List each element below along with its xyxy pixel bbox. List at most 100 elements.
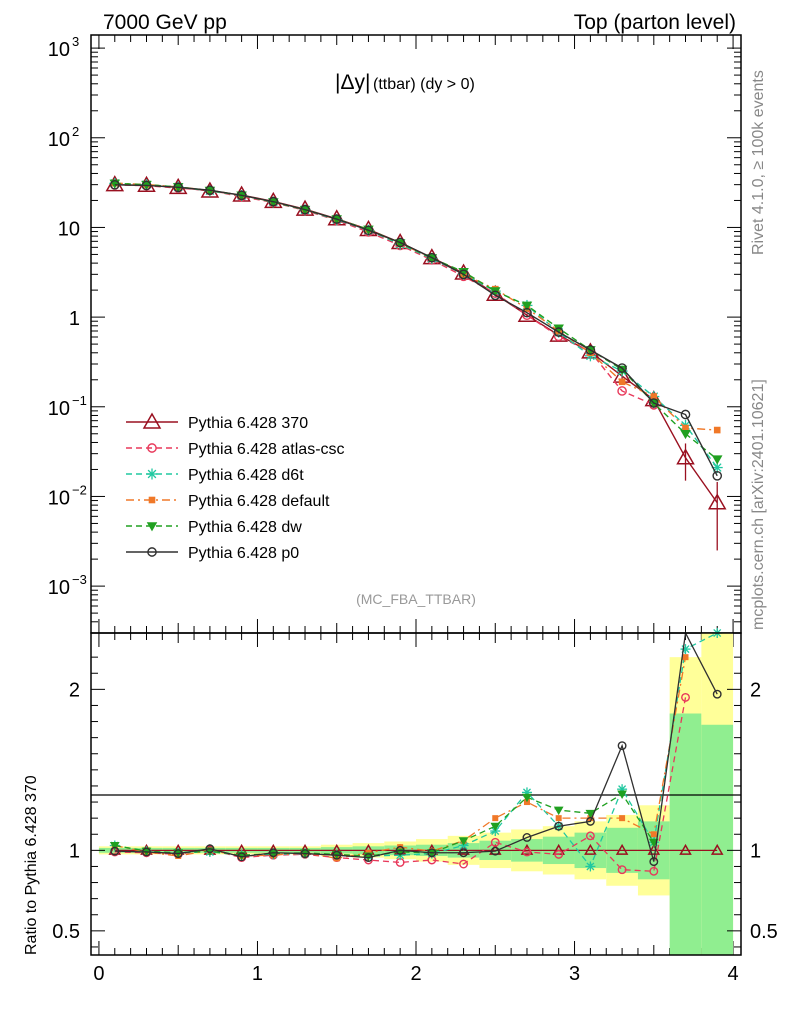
ylabel-1e3: 10 (48, 39, 70, 61)
data-point (585, 345, 596, 355)
legend-entry: Pythia 6.428 default (126, 493, 330, 510)
ratio-point (554, 821, 564, 831)
data-point (650, 393, 658, 400)
plot-title-sub: (ttbar) (dy > 0) (373, 76, 475, 93)
data-point (680, 429, 691, 440)
legend-label: Pythia 6.428 370 (188, 415, 308, 432)
data-point (676, 448, 695, 465)
ratio-point (585, 861, 596, 872)
ratio-point (395, 845, 405, 855)
ratio-point (647, 843, 661, 855)
ratio-band-inner (701, 724, 734, 955)
data-point (712, 470, 723, 481)
data-point (363, 225, 374, 236)
ratio-point (712, 689, 722, 699)
ratio-point (109, 842, 120, 851)
ratio-point (173, 849, 183, 859)
ylabel-10: 10 (58, 218, 80, 240)
legend-label: Pythia 6.428 default (188, 493, 330, 510)
data-point (427, 252, 437, 263)
ratio-series-5 (110, 630, 722, 867)
ratio-frame (90, 632, 742, 956)
main-frame (90, 34, 742, 634)
ratio-point (650, 831, 657, 838)
ylabel-1e-1-exp: −1 (72, 393, 87, 408)
series-line (114, 182, 718, 431)
data-point (713, 426, 721, 434)
ratio-ylabel: Ratio to Pythia 6.428 370 (23, 775, 40, 955)
x-axis-ticks: 0 1 2 3 4 (93, 963, 738, 985)
data-point (680, 409, 691, 420)
ratio-point (617, 865, 627, 875)
series-line (114, 184, 718, 477)
ratio-point (710, 843, 724, 855)
legend-entry: Pythia 6.428 d6t (126, 467, 304, 484)
ratio-axis-ticks: 0.5 0.5 1 1 2 2 (52, 656, 778, 948)
ratio-point (584, 843, 597, 855)
ylabel-1e-2: 10 (48, 487, 70, 509)
data-point (553, 327, 564, 337)
data-point (236, 190, 247, 201)
legend-marker (147, 547, 157, 557)
ratio-point (490, 822, 501, 832)
legend: Pythia 6.428 370 Pythia 6.428 atlas-csc Py… (126, 412, 345, 562)
legend-entry: Pythia 6.428 dw (126, 519, 302, 536)
ratio-point (682, 654, 689, 661)
ratio-point (681, 692, 690, 702)
legend-marker (142, 412, 162, 429)
ratio-point (522, 833, 532, 842)
ratio-point (617, 741, 627, 751)
ylabel-1e2: 10 (48, 129, 70, 151)
legend-label: Pythia 6.428 atlas-csc (188, 441, 345, 458)
ratio-series (108, 628, 724, 876)
ratio-point (490, 837, 500, 847)
series-5 (109, 179, 723, 481)
legend-label: Pythia 6.428 d6t (188, 467, 304, 484)
ratio-ytick-label-right: 2 (750, 679, 761, 701)
ylabel-1e-3: 10 (48, 577, 70, 599)
plot-title-main: |Δy| (335, 71, 370, 94)
ratio-point (268, 848, 278, 858)
legend-entry: Pythia 6.428 atlas-csc (126, 441, 345, 458)
ylabel-1e-3-exp: −3 (72, 572, 87, 587)
data-point (173, 182, 184, 193)
ratio-point (553, 806, 564, 816)
data-point (490, 290, 501, 301)
xtick-label: 0 (93, 963, 104, 985)
data-point (682, 424, 689, 432)
mcplots-label: mcplots.cern.ch [arXiv:2401.10621] (750, 379, 767, 630)
ratio-ytick-label-left: 1 (69, 840, 80, 862)
ratio-point (490, 846, 500, 856)
legend-marker (148, 496, 156, 504)
ratio-uncertainty-band (98, 633, 734, 955)
data-point (617, 363, 627, 373)
ylabel-1e2-exp: 2 (72, 124, 79, 139)
ratio-point (615, 843, 629, 855)
ratio-point (522, 847, 532, 857)
ratio-line (114, 630, 718, 862)
ratio-point (617, 790, 627, 800)
data-point (707, 493, 727, 510)
ylabel-1: 1 (69, 308, 80, 330)
ratio-ytick-label-right: 1 (750, 840, 761, 862)
xtick-label: 1 (252, 963, 263, 985)
ratio-point (585, 831, 595, 841)
data-point (141, 180, 152, 191)
header-left: 7000 GeV pp (103, 11, 227, 34)
ratio-point (585, 816, 595, 826)
ratio-point (492, 815, 499, 822)
ratio-point (458, 837, 469, 846)
legend-marker (146, 468, 158, 480)
data-point (648, 398, 659, 408)
ratio-point (205, 844, 215, 854)
xtick-label: 3 (569, 963, 580, 985)
ratio-point (363, 853, 373, 863)
ylabel-1e3-exp: 3 (72, 34, 79, 49)
data-point (617, 386, 627, 396)
ratio-ytick-label-right: 0.5 (750, 921, 778, 943)
ratio-band-inner (669, 713, 702, 955)
legend-label: Pythia 6.428 dw (188, 519, 302, 536)
data-point (331, 214, 342, 224)
